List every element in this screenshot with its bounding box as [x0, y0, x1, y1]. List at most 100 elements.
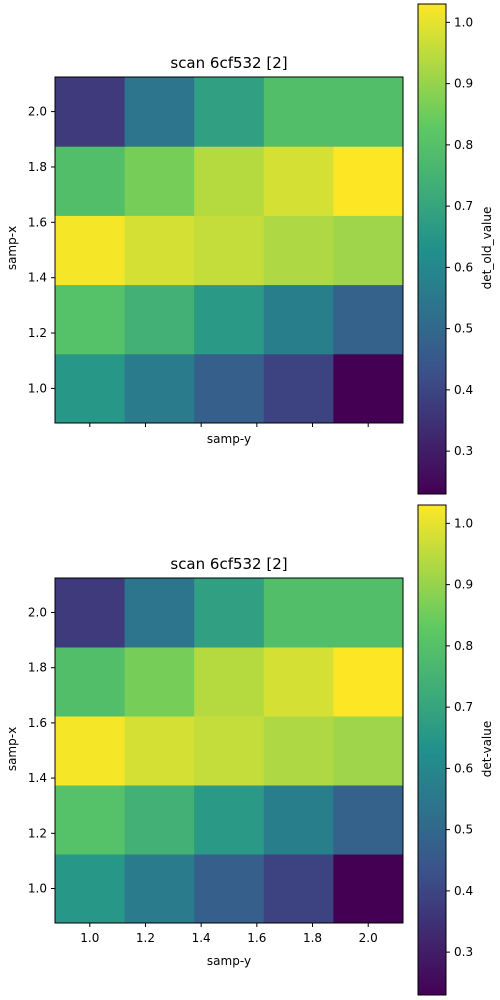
heatmap-panel-top: scan 6cf532 [2] samp-y samp-x 1.01.21.41…	[5, 3, 494, 495]
heatmap-cell	[263, 353, 334, 424]
colorbar-tick-label: 0.5	[454, 823, 473, 837]
heatmap-cell	[333, 578, 404, 648]
heatmap-cell	[124, 353, 195, 424]
heatmap-cell	[55, 578, 126, 648]
y-tick-label: 1.2	[28, 326, 47, 340]
heatmap-cell	[55, 785, 126, 855]
colorbar-tick-label: 0.9	[454, 77, 473, 91]
heatmap-cell	[333, 854, 404, 924]
heatmap-cell	[194, 284, 265, 355]
heatmap-cell	[55, 854, 126, 924]
colorbar-tick-label: 0.7	[454, 700, 473, 714]
colorbar-tick-label: 0.5	[454, 322, 473, 336]
y-tick-label: 1.2	[28, 826, 47, 840]
y-tick-label: 1.8	[28, 160, 47, 174]
heatmap-cell	[55, 353, 126, 424]
heatmap-panel-bottom: scan 6cf532 [2] samp-y samp-x 1.0 1.2 1.4 1…	[5, 504, 494, 996]
heatmap-cell	[124, 578, 195, 648]
heatmap-cell	[333, 716, 404, 786]
heatmap-cell	[55, 647, 126, 717]
heatmap-cell	[55, 77, 126, 147]
heatmap-cell	[194, 146, 265, 216]
axes-frame	[54, 76, 404, 424]
heatmap-cells-bottom	[55, 578, 404, 924]
heatmap-cell	[194, 353, 265, 424]
colorbar-tick-label: 0.6	[454, 260, 473, 274]
colorbar-tick-label: 0.8	[454, 138, 473, 152]
x-tick-label: 1.6	[247, 931, 266, 945]
heatmap-cell	[124, 716, 195, 786]
colorbar-tick-label: 1.0	[454, 15, 473, 29]
colorbar-tick-label: 0.4	[454, 383, 473, 397]
colorbar-tick-label: 1.0	[454, 516, 473, 530]
colorbar-tick-label: 0.7	[454, 199, 473, 213]
axes-frame	[54, 577, 404, 924]
heatmap-cell	[55, 716, 126, 786]
heatmap-cell	[194, 77, 265, 147]
heatmap-cell	[263, 854, 334, 924]
heatmap-cell	[263, 716, 334, 786]
x-tick-label: 1.8	[303, 931, 322, 945]
x-tick-label: 2.0	[359, 931, 378, 945]
x-tick-label: 1.2	[136, 931, 155, 945]
heatmap-cell	[333, 215, 404, 286]
heatmap-cell	[124, 284, 195, 355]
heatmap-cell	[124, 785, 195, 855]
heatmap-cell	[263, 578, 334, 648]
colorbar-top: 0.3 0.4 0.5 0.6 0.7 0.8 0.9 1.0	[417, 3, 473, 495]
heatmap-cell	[124, 215, 195, 286]
colorbar-gradient	[418, 4, 446, 494]
y-tick-label: 1.4	[28, 271, 47, 285]
y-tick-label: 1.8	[28, 661, 47, 675]
heatmap-cell	[333, 785, 404, 855]
colorbar-frame	[417, 3, 447, 495]
heatmap-cell	[194, 785, 265, 855]
heatmap-cell	[194, 215, 265, 286]
axes-top: 1.0 1.2 1.4 1.6 1.8 2.0	[28, 76, 404, 427]
heatmap-cell	[263, 647, 334, 717]
colorbar-tick-label: 0.9	[454, 578, 473, 592]
colorbar-frame	[417, 504, 447, 996]
y-tick-label: 2.0	[28, 606, 47, 620]
colorbar-tick-label: 0.4	[454, 884, 473, 898]
heatmap-cell	[333, 647, 404, 717]
heatmap-cells-top	[55, 77, 404, 424]
heatmap-cell	[55, 146, 126, 216]
axes-bottom: 1.0 1.2 1.4 1.6 1.8 2.0 1.0 1.2 1.4 1.6 1.8 2.0	[28, 577, 404, 945]
y-axis-label-bottom: samp-x	[5, 727, 19, 771]
heatmap-cell	[333, 146, 404, 216]
y-tick-label: 2.0	[28, 105, 47, 119]
heatmap-cell	[55, 215, 126, 286]
heatmap-cell	[333, 353, 404, 424]
colorbar-gradient	[418, 505, 446, 995]
y-tick-label: 1.6	[28, 716, 47, 730]
heatmap-cell	[194, 854, 265, 924]
heatmap-cell	[55, 284, 126, 355]
heatmap-cell	[194, 647, 265, 717]
colorbar-tick-label: 0.8	[454, 639, 473, 653]
heatmap-cell	[124, 146, 195, 216]
chart-title-top: scan 6cf532 [2]	[170, 54, 287, 72]
y-tick-label: 1.0	[28, 882, 47, 896]
heatmap-cell	[124, 854, 195, 924]
heatmap-cell	[124, 647, 195, 717]
x-tick-label: 1.0	[80, 931, 99, 945]
colorbar-tick-label: 0.3	[454, 444, 473, 458]
x-axis-label-bottom: samp-y	[207, 954, 251, 968]
x-axis-label-top: samp-y	[207, 432, 251, 446]
heatmap-cell	[194, 578, 265, 648]
heatmap-cell	[263, 785, 334, 855]
colorbar-bottom: 0.3 0.4 0.5 0.6 0.7 0.8 0.9 1.0	[417, 504, 473, 996]
colorbar-tick-label: 0.6	[454, 761, 473, 775]
heatmap-cell	[263, 77, 334, 147]
heatmap-cell	[333, 284, 404, 355]
chart-title-bottom: scan 6cf532 [2]	[170, 555, 287, 573]
y-axis-label-top: samp-x	[5, 226, 19, 270]
y-tick-label: 1.0	[28, 381, 47, 395]
heatmap-cell	[333, 77, 404, 147]
y-tick-label: 1.6	[28, 215, 47, 229]
x-tick-label: 1.4	[192, 931, 211, 945]
colorbar-label-top: det_old_value	[480, 207, 494, 290]
colorbar-tick-label: 0.3	[454, 945, 473, 959]
